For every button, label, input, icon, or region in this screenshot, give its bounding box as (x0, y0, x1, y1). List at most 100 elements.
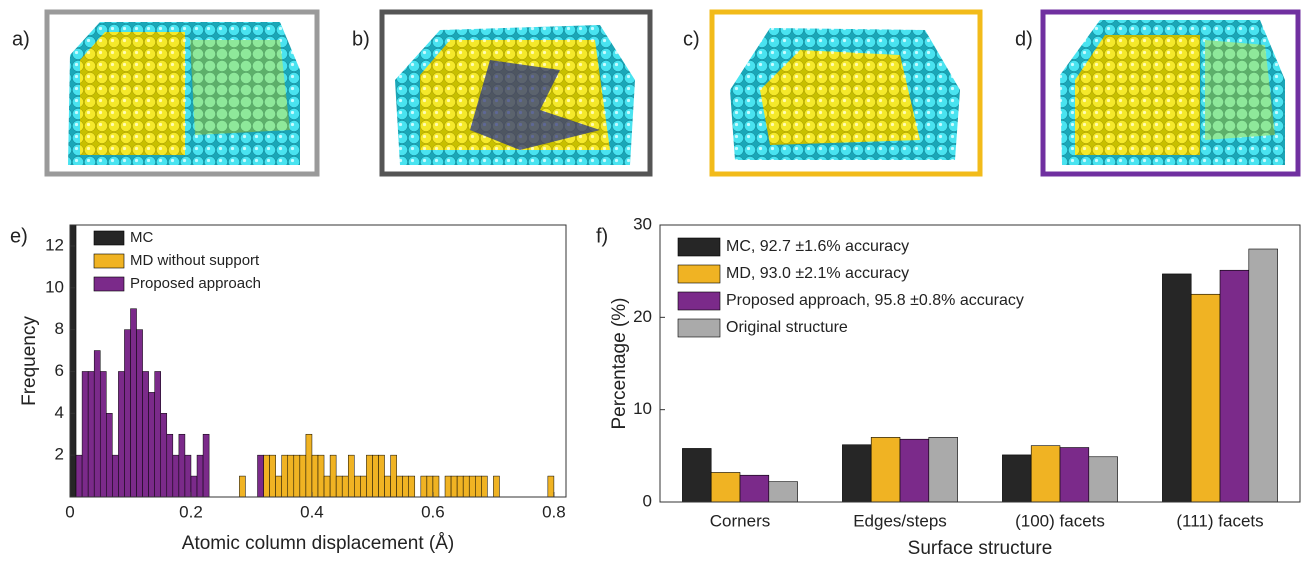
histogram-bar (288, 455, 294, 497)
histogram-bar (191, 476, 197, 497)
histogram-bar (397, 476, 403, 497)
bar (1191, 294, 1220, 502)
figure: a) b) c) d) e)Atomic column displacement… (0, 0, 1301, 565)
histogram-bar (378, 455, 384, 497)
x-tick-label: Corners (710, 511, 770, 530)
histogram-bar (372, 455, 378, 497)
y-tick-label: 0 (643, 491, 652, 510)
histogram-bar (294, 455, 300, 497)
histogram-bar (258, 455, 264, 497)
facet (1205, 40, 1275, 140)
histogram-bar (161, 413, 167, 497)
histogram-bar (167, 434, 173, 497)
bar (842, 445, 871, 502)
histogram-bar (270, 455, 276, 497)
histogram-bar (445, 476, 451, 497)
y-tick-label: 10 (633, 399, 652, 418)
histogram-bar (324, 476, 330, 497)
histogram-bar (239, 476, 245, 497)
y-tick-label: 12 (45, 235, 64, 254)
x-axis-label: Surface structure (908, 538, 1053, 559)
histogram-bar (143, 371, 149, 497)
histogram-bar (100, 371, 106, 497)
legend-label: MC (130, 229, 153, 246)
y-axis-label: Percentage (%) (609, 297, 630, 429)
legend-swatch (678, 292, 720, 310)
histogram-bar (197, 455, 203, 497)
bar (740, 475, 769, 502)
x-tick-label: (111) facets (1176, 511, 1263, 530)
histogram-bar (354, 476, 360, 497)
x-tick-label: Edges/steps (853, 511, 947, 530)
x-tick-label: 0.2 (179, 502, 203, 521)
legend-swatch (678, 238, 720, 256)
histogram-bar (124, 330, 130, 497)
bar (1031, 446, 1060, 502)
x-tick-label: 0.8 (542, 502, 566, 521)
histogram-bar (385, 476, 391, 497)
panel-label: b) (352, 28, 370, 50)
histogram-bar (82, 371, 88, 497)
bar (1162, 274, 1191, 502)
y-tick-label: 10 (45, 277, 64, 296)
histogram-bar (94, 351, 100, 497)
histogram-bar (203, 434, 209, 497)
legend-label: Proposed approach (130, 275, 261, 292)
bar (929, 437, 958, 502)
bar (1220, 270, 1249, 502)
histogram-bar (391, 455, 397, 497)
y-tick-label: 20 (633, 307, 652, 326)
x-axis-label: Atomic column displacement (Å) (182, 533, 454, 554)
legend-label: Proposed approach, 95.8 ±0.8% accuracy (726, 292, 1024, 309)
histogram-bar (475, 476, 481, 497)
y-tick-label: 6 (55, 361, 64, 380)
facet (190, 40, 290, 135)
y-tick-label: 30 (633, 214, 652, 233)
page: a) b) c) d) e)Atomic column displacement… (0, 0, 1301, 570)
histogram-bar (282, 455, 288, 497)
histogram-bar (548, 476, 554, 497)
bar (1249, 249, 1278, 502)
histogram-bar (463, 476, 469, 497)
histogram-bar (118, 371, 124, 497)
legend-swatch (678, 319, 720, 337)
histogram-bar (421, 476, 427, 497)
legend-label: MC, 92.7 ±1.6% accuracy (726, 238, 909, 255)
bar (769, 482, 798, 502)
histogram-bar (342, 476, 348, 497)
panel-label: a) (12, 28, 30, 50)
y-tick-label: 8 (55, 319, 64, 338)
histogram-bar (336, 476, 342, 497)
bar (682, 448, 711, 502)
histogram-bar (173, 455, 179, 497)
bar (1060, 448, 1089, 502)
bar (1089, 457, 1118, 502)
histogram-bar (88, 371, 94, 497)
histogram-bar (155, 371, 161, 497)
histogram-bar (451, 476, 457, 497)
histogram-bar (360, 476, 366, 497)
bar (1002, 455, 1031, 502)
histogram-bar (76, 455, 82, 497)
histogram-bar (130, 309, 136, 497)
histogram-bar (493, 476, 499, 497)
histogram-bar (300, 455, 306, 497)
histogram-bar (366, 455, 372, 497)
histogram-bar (330, 455, 336, 497)
panel-label: c) (683, 28, 700, 50)
histogram-bar (106, 413, 112, 497)
legend-swatch (94, 277, 124, 291)
histogram-bar (403, 476, 409, 497)
legend-label: Original structure (726, 319, 848, 336)
bar (871, 437, 900, 502)
y-axis-label: Frequency (19, 316, 40, 406)
x-tick-label: 0 (65, 502, 74, 521)
histogram-bar (70, 225, 76, 497)
histogram-bar (149, 392, 155, 497)
legend-swatch (94, 231, 124, 245)
histogram-bar (306, 434, 312, 497)
x-tick-label: (100) facets (1015, 511, 1105, 530)
legend-swatch (678, 265, 720, 283)
x-tick-label: 0.4 (300, 502, 324, 521)
bar (711, 472, 740, 502)
